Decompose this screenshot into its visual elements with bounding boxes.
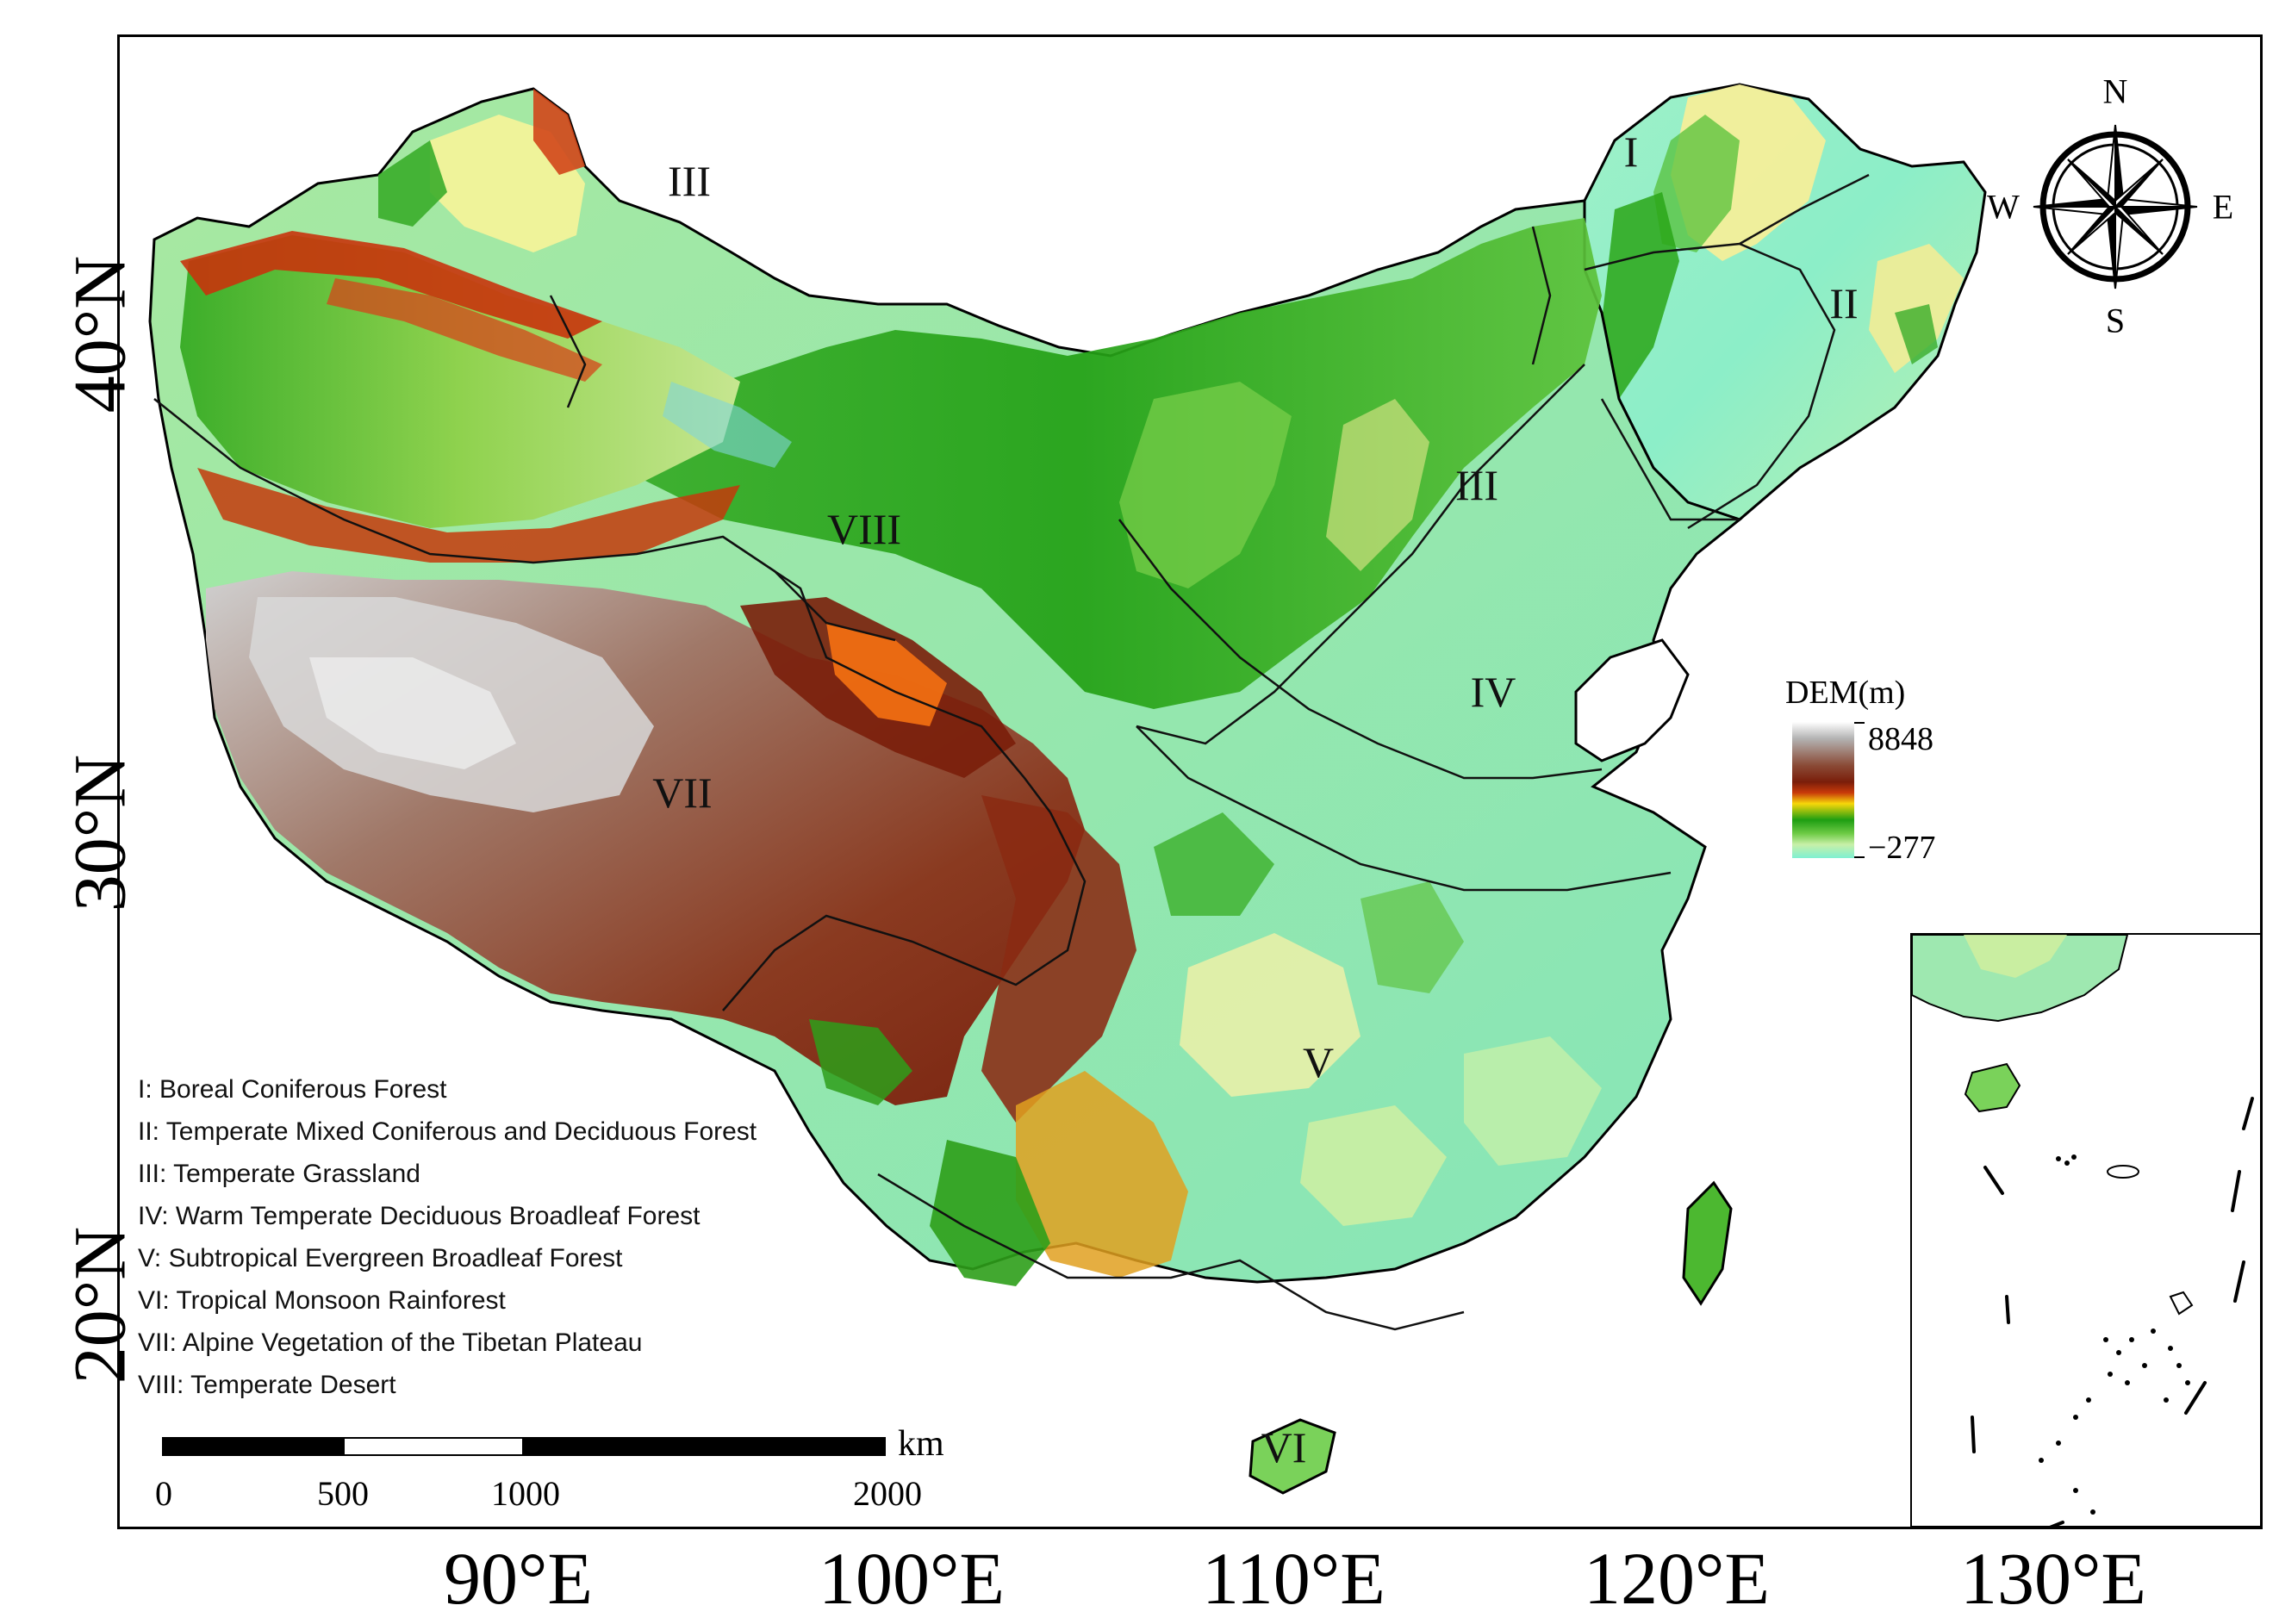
lat-label-20n: 20°N: [58, 1226, 141, 1384]
region-label-iii-northwest: III: [668, 157, 711, 205]
region-label-vi: VI: [1261, 1423, 1307, 1472]
dem-max-label: 8848: [1868, 721, 1933, 757]
island-dots: [2039, 1154, 2190, 1515]
region-label-viii: VIII: [826, 505, 902, 553]
map-frame: [117, 34, 2263, 1529]
legend-item: IV: Warm Temperate Deciduous Broadleaf F…: [138, 1202, 701, 1230]
scale-tick-0: 0: [155, 1474, 172, 1513]
dem-tick-min: [1854, 856, 1865, 858]
legend-item: VIII: Temperate Desert: [138, 1371, 396, 1399]
region-label-iv: IV: [1470, 668, 1516, 716]
region-label-iii-north: III: [1455, 461, 1498, 509]
china-map-svg: [148, 83, 1987, 1495]
nine-dash-line: [1971, 1097, 2254, 1526]
region-label-v: V: [1302, 1038, 1335, 1086]
scale-segment-black: [162, 1437, 343, 1456]
lat-label-30n: 30°N: [58, 754, 141, 912]
lat-label-40n: 40°N: [58, 255, 141, 414]
scale-segment-white: [343, 1437, 524, 1456]
scale-tick-2000: 2000: [853, 1474, 922, 1513]
scale-unit: km: [898, 1424, 944, 1464]
lon-label-120e: 120°E: [1584, 1537, 1770, 1620]
legend-item: II: Temperate Mixed Coniferous and Decid…: [138, 1117, 757, 1146]
scale-tick-1000: 1000: [491, 1474, 560, 1513]
dem-color-ramp: [1792, 722, 1854, 858]
compass-south: S: [2105, 301, 2126, 340]
hainan: [1248, 1418, 1336, 1495]
scale-segment-black-long: [524, 1437, 886, 1456]
compass-north: N: [2102, 72, 2128, 111]
region-boundaries: [153, 173, 1870, 1331]
lon-label-110e: 110°E: [1202, 1537, 1385, 1620]
dem-min-label: −277: [1868, 830, 1936, 866]
region-label-vii: VII: [652, 768, 713, 817]
south-china-sea-inset: [1910, 933, 2260, 1527]
compass-west: W: [1987, 187, 2020, 227]
lon-label-100e: 100°E: [819, 1537, 1005, 1620]
compass-rose-icon: [2033, 124, 2198, 289]
inset-map-svg: [1912, 935, 2260, 1526]
legend-item: VII: Alpine Vegetation of the Tibetan Pl…: [138, 1328, 643, 1357]
taiwan: [1682, 1180, 1733, 1306]
region-label-i: I: [1623, 128, 1639, 176]
scale-tick-500: 500: [317, 1474, 369, 1513]
lon-label-90e: 90°E: [444, 1537, 593, 1620]
legend-item: VI: Tropical Monsoon Rainforest: [138, 1286, 506, 1315]
scale-bar: [162, 1437, 886, 1456]
dem-tick-max: [1854, 722, 1865, 724]
legend-item: V: Subtropical Evergreen Broadleaf Fores…: [138, 1244, 623, 1272]
vegetation-legend: I: Boreal Coniferous Forest II: Temperat…: [138, 1068, 757, 1406]
lon-label-130e: 130°E: [1960, 1537, 2146, 1620]
dem-legend-title: DEM(m): [1785, 675, 1906, 711]
legend-item: I: Boreal Coniferous Forest: [138, 1075, 447, 1104]
compass-east: E: [2212, 187, 2234, 227]
tarim-basin: [180, 235, 740, 528]
region-label-ii: II: [1829, 279, 1859, 327]
legend-item: III: Temperate Grassland: [138, 1160, 420, 1188]
